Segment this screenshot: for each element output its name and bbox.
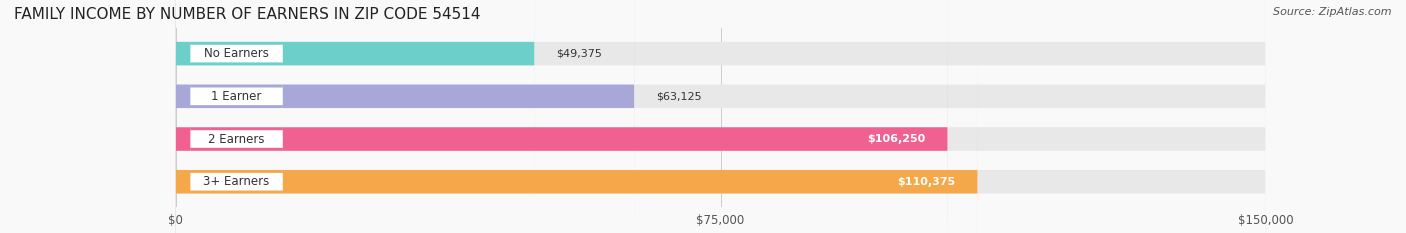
Text: FAMILY INCOME BY NUMBER OF EARNERS IN ZIP CODE 54514: FAMILY INCOME BY NUMBER OF EARNERS IN ZI…	[14, 7, 481, 22]
FancyBboxPatch shape	[176, 0, 634, 233]
FancyBboxPatch shape	[176, 0, 1265, 233]
FancyBboxPatch shape	[190, 0, 283, 233]
Text: 3+ Earners: 3+ Earners	[204, 175, 270, 188]
FancyBboxPatch shape	[190, 0, 283, 233]
Text: $63,125: $63,125	[657, 91, 702, 101]
FancyBboxPatch shape	[176, 0, 1265, 233]
Text: $110,375: $110,375	[897, 177, 956, 187]
FancyBboxPatch shape	[176, 0, 1265, 233]
FancyBboxPatch shape	[176, 0, 977, 233]
Text: $49,375: $49,375	[557, 49, 602, 58]
FancyBboxPatch shape	[176, 0, 534, 233]
FancyBboxPatch shape	[176, 0, 948, 233]
Text: No Earners: No Earners	[204, 47, 269, 60]
FancyBboxPatch shape	[190, 0, 283, 233]
Text: Source: ZipAtlas.com: Source: ZipAtlas.com	[1274, 7, 1392, 17]
Text: 1 Earner: 1 Earner	[211, 90, 262, 103]
FancyBboxPatch shape	[190, 0, 283, 233]
FancyBboxPatch shape	[176, 0, 1265, 233]
Text: $106,250: $106,250	[868, 134, 925, 144]
Text: 2 Earners: 2 Earners	[208, 133, 264, 146]
